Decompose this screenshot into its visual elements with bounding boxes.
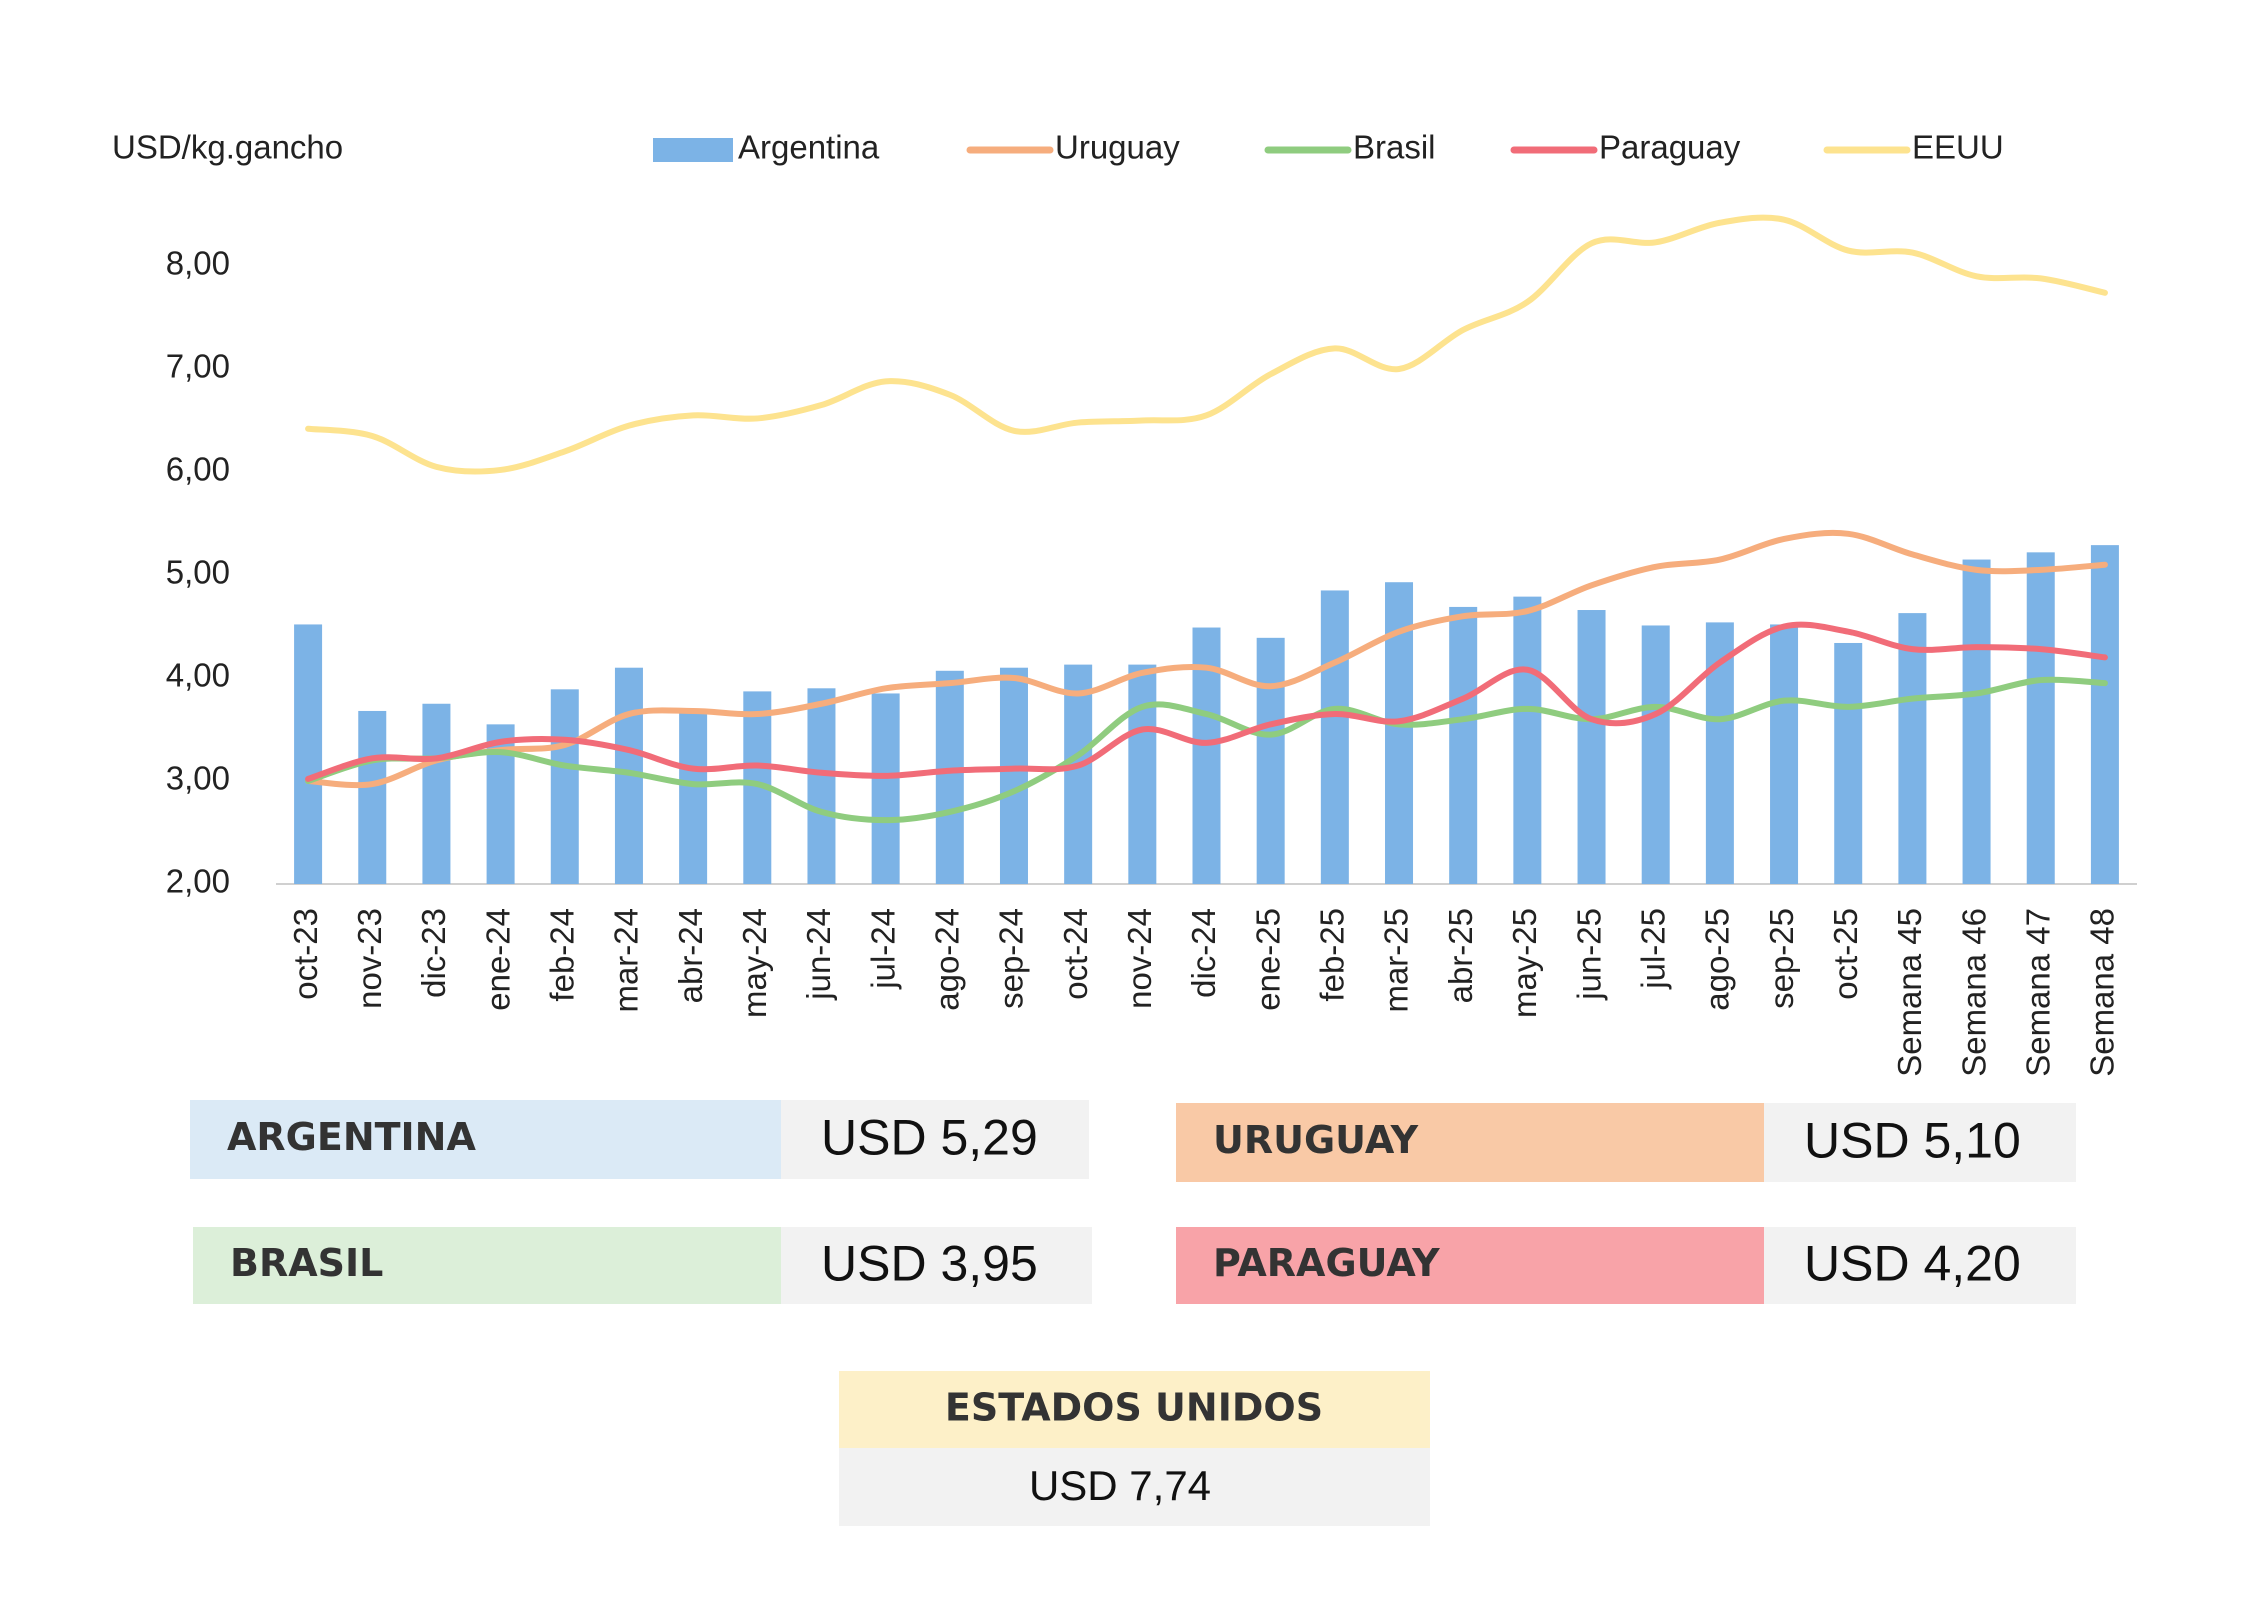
x-tick-label: abr-25 bbox=[1442, 908, 1479, 1003]
line bbox=[305, 214, 2108, 475]
x-tick-label: may-24 bbox=[736, 908, 773, 1018]
summary-label: BRASIL bbox=[230, 1241, 383, 1285]
x-tick-label: sep-24 bbox=[993, 908, 1030, 1009]
legend-swatch bbox=[653, 138, 733, 162]
bar bbox=[1256, 637, 1285, 884]
x-tick-label: abr-24 bbox=[672, 908, 709, 1003]
x-tick-label: jul-24 bbox=[864, 908, 901, 990]
x-tick-label: sep-25 bbox=[1763, 908, 1800, 1009]
y-tick-label: 2,00 bbox=[166, 863, 230, 900]
x-tick-label: oct-24 bbox=[1057, 908, 1094, 1000]
legend-label: EEUU bbox=[1912, 129, 2004, 166]
x-tick-label: dic-24 bbox=[1185, 908, 1222, 998]
summary-value: USD 3,95 bbox=[821, 1236, 1038, 1292]
summary-label: ESTADOS UNIDOS bbox=[945, 1386, 1323, 1430]
x-tick-label: dic-23 bbox=[415, 908, 452, 998]
bar bbox=[1128, 664, 1157, 884]
x-tick-label: jul-25 bbox=[1634, 908, 1671, 990]
summary-value-box bbox=[839, 1448, 1430, 1526]
summary-label: PARAGUAY bbox=[1213, 1241, 1440, 1285]
summary-label: URUGUAY bbox=[1213, 1118, 1419, 1162]
bar bbox=[2026, 552, 2055, 884]
bar bbox=[1577, 610, 1606, 884]
y-tick-label: 4,00 bbox=[166, 657, 230, 694]
bar bbox=[1770, 624, 1799, 884]
bar bbox=[2090, 545, 2119, 884]
bar bbox=[358, 710, 387, 884]
x-tick-label: Semana 48 bbox=[2084, 908, 2121, 1077]
x-tick-label: jun-24 bbox=[800, 908, 837, 1001]
x-tick-label: ago-25 bbox=[1699, 908, 1736, 1011]
x-tick-label: Semana 46 bbox=[1955, 908, 1992, 1077]
summary-label-box bbox=[839, 1371, 1430, 1448]
bar bbox=[999, 667, 1028, 884]
x-tick-label: oct-23 bbox=[287, 908, 324, 1000]
x-tick-label: mar-25 bbox=[1378, 908, 1415, 1013]
summary-label-box bbox=[1176, 1103, 1764, 1182]
x-tick-label: nov-23 bbox=[351, 908, 388, 1009]
x-tick-label: ago-24 bbox=[929, 908, 966, 1011]
line bbox=[305, 621, 2108, 782]
summary-value: USD 5,10 bbox=[1804, 1113, 2021, 1169]
line bbox=[305, 676, 2108, 824]
summary-label: ARGENTINA bbox=[227, 1115, 476, 1159]
bar bbox=[1064, 664, 1093, 884]
legend-label: Brasil bbox=[1353, 129, 1436, 166]
summary-value: USD 5,29 bbox=[821, 1110, 1038, 1166]
summary-label-box bbox=[190, 1100, 781, 1179]
bar bbox=[1513, 596, 1542, 884]
y-tick-label: 6,00 bbox=[166, 451, 230, 488]
legend-label: Uruguay bbox=[1055, 129, 1180, 166]
bar bbox=[294, 624, 323, 884]
line bbox=[305, 529, 2108, 789]
y-tick-label: 5,00 bbox=[166, 554, 230, 591]
summary-value: USD 7,74 bbox=[1029, 1462, 1211, 1509]
x-tick-label: Semana 47 bbox=[2019, 908, 2056, 1077]
y-tick-label: 8,00 bbox=[166, 245, 230, 282]
bar bbox=[807, 688, 836, 884]
x-tick-label: may-25 bbox=[1506, 908, 1543, 1018]
y-axis-label: USD/kg.gancho bbox=[112, 129, 343, 166]
bar bbox=[1962, 559, 1991, 884]
y-tick-label: 7,00 bbox=[166, 348, 230, 385]
summary-label-box bbox=[193, 1227, 781, 1304]
x-tick-label: feb-25 bbox=[1314, 908, 1351, 1002]
bar bbox=[871, 693, 900, 884]
x-tick-label: oct-25 bbox=[1827, 908, 1864, 1000]
x-tick-label: mar-24 bbox=[608, 908, 645, 1013]
summary-value: USD 4,20 bbox=[1804, 1236, 2021, 1292]
x-tick-label: ene-24 bbox=[479, 908, 516, 1011]
summary-value-box bbox=[781, 1227, 1092, 1304]
x-tick-label: nov-24 bbox=[1121, 908, 1158, 1009]
bar bbox=[422, 703, 451, 884]
bar bbox=[1320, 590, 1349, 884]
bar bbox=[1834, 642, 1863, 884]
x-tick-label: Semana 45 bbox=[1891, 908, 1928, 1077]
bar bbox=[1641, 625, 1670, 884]
x-tick-label: ene-25 bbox=[1249, 908, 1286, 1011]
summary-value-box bbox=[781, 1100, 1089, 1179]
bar bbox=[1898, 613, 1927, 884]
bar bbox=[935, 670, 964, 884]
bar bbox=[1449, 606, 1478, 884]
summary-label-box bbox=[1176, 1227, 1764, 1304]
bar bbox=[550, 689, 579, 884]
summary-value-box bbox=[1764, 1103, 2076, 1182]
legend-label: Paraguay bbox=[1599, 129, 1741, 166]
summary-value-box bbox=[1764, 1227, 2076, 1304]
y-tick-label: 3,00 bbox=[166, 760, 230, 797]
legend-label: Argentina bbox=[738, 129, 880, 166]
x-tick-label: feb-24 bbox=[543, 908, 580, 1002]
x-tick-label: jun-25 bbox=[1570, 908, 1607, 1001]
bar bbox=[679, 710, 708, 884]
